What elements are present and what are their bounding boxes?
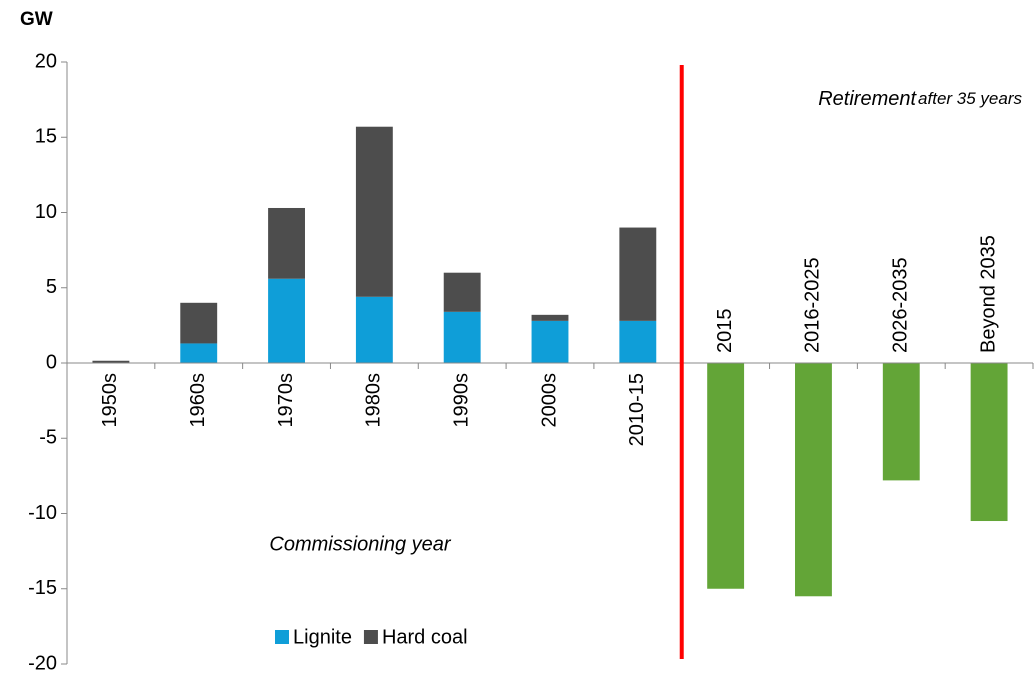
bar <box>443 311 481 363</box>
bar <box>970 363 1008 522</box>
bar <box>619 227 657 321</box>
x-tick-label: Beyond 2035 <box>977 235 999 353</box>
bar <box>707 363 745 589</box>
legend-swatch <box>363 630 378 644</box>
y-tick-label: 10 <box>35 201 57 223</box>
bar <box>180 302 218 344</box>
y-tick-label: 0 <box>46 351 57 373</box>
y-tick-label: -5 <box>39 427 57 449</box>
y-axis-label: GW <box>20 9 53 30</box>
bar <box>531 320 569 363</box>
bar <box>268 207 305 279</box>
x-tick-label: 2010-15 <box>626 373 648 446</box>
bar <box>619 320 657 363</box>
bar <box>355 126 393 297</box>
legend-label: Hard coal <box>382 626 468 648</box>
bar <box>443 272 481 312</box>
y-tick-label: 20 <box>35 50 57 72</box>
y-tick-label: 5 <box>46 276 57 298</box>
x-tick-label: 1970s <box>275 373 297 428</box>
bar <box>882 363 920 481</box>
x-tick-label: 1950s <box>99 373 121 428</box>
y-tick-label: -20 <box>28 652 57 674</box>
bar <box>531 314 569 321</box>
bar <box>795 363 832 597</box>
bar <box>355 296 393 363</box>
x-tick-label: 2015 <box>714 309 736 354</box>
x-tick-label: 2000s <box>538 373 560 428</box>
bar <box>268 278 305 363</box>
x-tick-label: 2016-2025 <box>802 257 824 353</box>
bar <box>180 343 218 363</box>
annotation: Commissioning year <box>269 533 452 555</box>
x-tick-label: 2026-2035 <box>890 257 912 353</box>
annotation: Retirement <box>818 88 917 110</box>
y-tick-label: 15 <box>35 126 57 148</box>
y-tick-label: -15 <box>28 577 57 599</box>
legend-swatch <box>275 630 289 644</box>
y-tick-label: -10 <box>28 502 57 524</box>
x-tick-label: 1990s <box>450 373 472 428</box>
x-tick-label: 1960s <box>187 373 209 428</box>
bar <box>92 360 130 363</box>
annotation: Retirement after 35 years <box>818 88 1022 110</box>
legend-label: Lignite <box>293 626 352 648</box>
annotation: after 35 years <box>918 89 1022 108</box>
x-tick-label: 1980s <box>363 373 385 428</box>
